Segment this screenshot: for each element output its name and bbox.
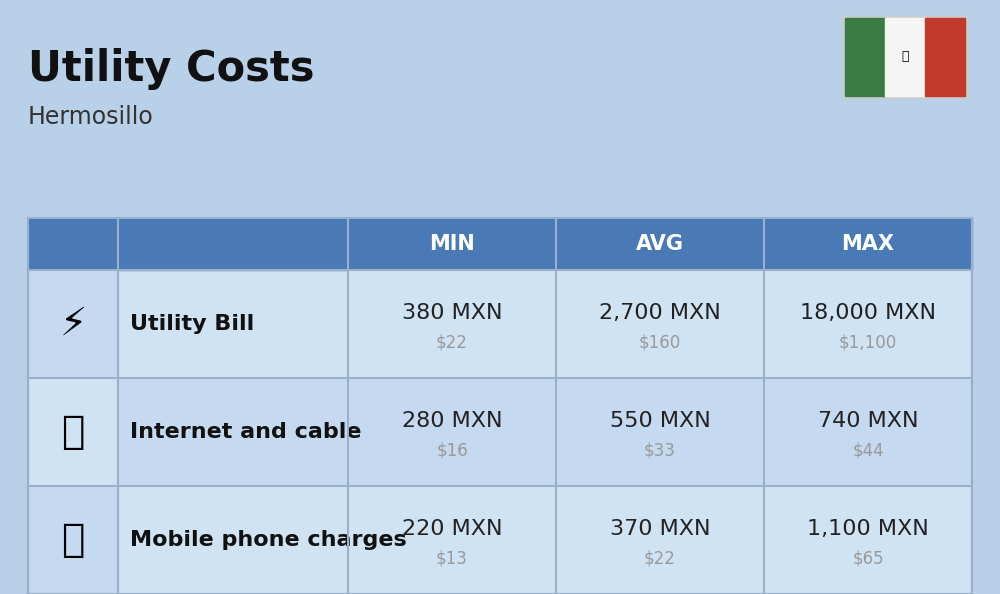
Text: $22: $22	[436, 333, 468, 352]
Text: 220 MXN: 220 MXN	[402, 519, 502, 539]
Text: $1,100: $1,100	[839, 333, 897, 352]
Bar	[925, 18, 965, 96]
Text: AVG: AVG	[636, 234, 684, 254]
Text: 370 MXN: 370 MXN	[610, 519, 710, 539]
Bar	[28, 378, 118, 486]
Bar	[885, 18, 925, 96]
Text: Mobile phone charges: Mobile phone charges	[130, 530, 407, 550]
Text: Internet and cable: Internet and cable	[130, 422, 362, 442]
Text: 380 MXN: 380 MXN	[402, 303, 502, 323]
Bar	[28, 270, 972, 378]
Text: 280 MXN: 280 MXN	[402, 411, 502, 431]
Text: MAX: MAX	[842, 234, 895, 254]
Text: 📡: 📡	[61, 413, 85, 451]
Text: 📱: 📱	[61, 521, 85, 559]
Text: Utility Costs: Utility Costs	[28, 48, 314, 90]
Text: 740 MXN: 740 MXN	[818, 411, 918, 431]
Text: 🦅: 🦅	[901, 50, 909, 64]
Text: 550 MXN: 550 MXN	[610, 411, 710, 431]
Text: $16: $16	[436, 441, 468, 459]
Text: Utility Bill: Utility Bill	[130, 314, 254, 334]
Text: $22: $22	[644, 549, 676, 567]
Bar	[28, 218, 972, 270]
Text: 18,000 MXN: 18,000 MXN	[800, 303, 936, 323]
Bar	[845, 18, 885, 96]
Bar	[843, 16, 967, 98]
Text: ⚡: ⚡	[59, 305, 87, 343]
Bar	[28, 218, 348, 270]
Text: $13: $13	[436, 549, 468, 567]
Bar	[28, 486, 972, 594]
Text: $33: $33	[644, 441, 676, 459]
Bar	[28, 378, 972, 486]
Text: Hermosillo: Hermosillo	[28, 105, 154, 129]
Text: 1,100 MXN: 1,100 MXN	[807, 519, 929, 539]
Bar	[28, 486, 118, 594]
Text: $65: $65	[852, 549, 884, 567]
Text: $44: $44	[852, 441, 884, 459]
Bar	[28, 270, 118, 378]
Text: $160: $160	[639, 333, 681, 352]
Text: 2,700 MXN: 2,700 MXN	[599, 303, 721, 323]
Text: MIN: MIN	[429, 234, 475, 254]
